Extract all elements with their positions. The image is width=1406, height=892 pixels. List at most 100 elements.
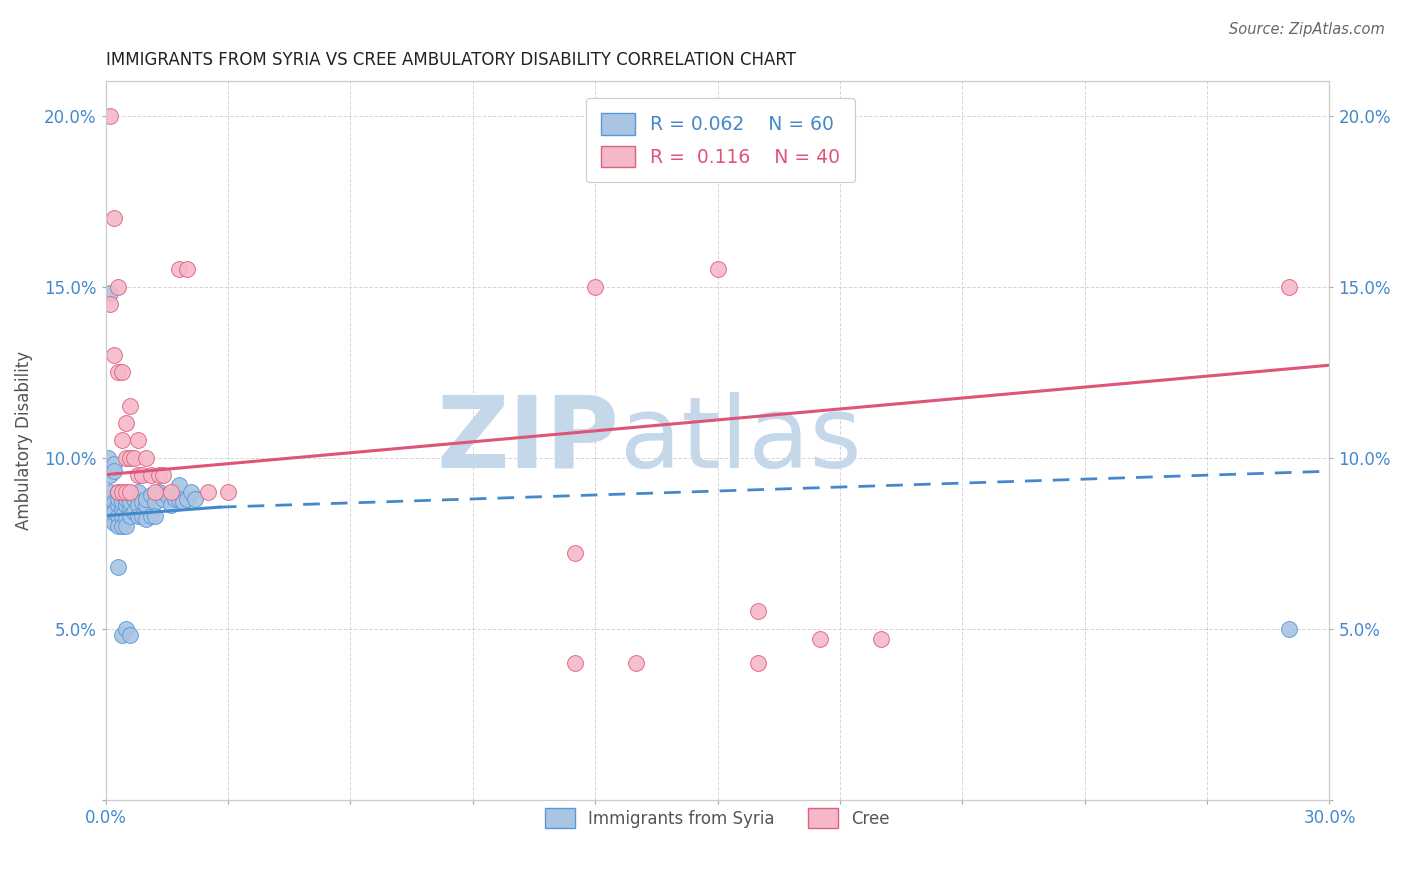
- Point: [139, 488, 162, 502]
- Point: [564, 546, 586, 560]
- Point: [122, 491, 145, 506]
- Point: [624, 656, 647, 670]
- Point: [98, 109, 121, 123]
- Point: [152, 467, 174, 482]
- Point: [111, 501, 134, 516]
- Point: [107, 365, 129, 379]
- Point: [184, 491, 207, 506]
- Point: [97, 450, 120, 465]
- Point: [103, 501, 125, 516]
- Point: [180, 484, 202, 499]
- Point: [127, 508, 149, 523]
- Point: [107, 484, 129, 499]
- Point: [131, 508, 153, 523]
- Point: [115, 622, 138, 636]
- Point: [115, 499, 138, 513]
- Point: [127, 434, 149, 448]
- Point: [163, 491, 186, 506]
- Point: [148, 484, 170, 499]
- Point: [115, 512, 138, 526]
- Point: [143, 495, 166, 509]
- Text: ZIP: ZIP: [437, 392, 620, 489]
- Legend: Immigrants from Syria, Cree: Immigrants from Syria, Cree: [538, 802, 897, 834]
- Text: Source: ZipAtlas.com: Source: ZipAtlas.com: [1229, 22, 1385, 37]
- Point: [160, 499, 183, 513]
- Point: [98, 491, 121, 506]
- Point: [115, 484, 138, 499]
- Point: [143, 508, 166, 523]
- Point: [197, 484, 219, 499]
- Point: [747, 604, 769, 618]
- Point: [167, 478, 190, 492]
- Point: [107, 499, 129, 513]
- Point: [152, 491, 174, 506]
- Point: [747, 656, 769, 670]
- Point: [107, 484, 129, 499]
- Point: [111, 628, 134, 642]
- Y-axis label: Ambulatory Disability: Ambulatory Disability: [15, 351, 32, 530]
- Point: [111, 365, 134, 379]
- Point: [120, 501, 142, 516]
- Point: [122, 450, 145, 465]
- Text: atlas: atlas: [620, 392, 862, 489]
- Point: [120, 399, 142, 413]
- Point: [107, 491, 129, 506]
- Point: [167, 262, 190, 277]
- Point: [120, 628, 142, 642]
- Point: [135, 450, 157, 465]
- Point: [127, 484, 149, 499]
- Point: [135, 512, 157, 526]
- Point: [98, 484, 121, 499]
- Point: [127, 499, 149, 513]
- Point: [107, 519, 129, 533]
- Point: [176, 491, 198, 506]
- Point: [111, 519, 134, 533]
- Point: [808, 632, 831, 646]
- Point: [98, 467, 121, 482]
- Point: [107, 560, 129, 574]
- Point: [111, 508, 134, 523]
- Point: [148, 467, 170, 482]
- Point: [139, 467, 162, 482]
- Point: [98, 296, 121, 310]
- Point: [127, 467, 149, 482]
- Point: [135, 491, 157, 506]
- Point: [172, 495, 194, 509]
- Point: [103, 516, 125, 530]
- Point: [1278, 279, 1301, 293]
- Point: [120, 484, 142, 499]
- Point: [111, 434, 134, 448]
- Point: [111, 495, 134, 509]
- Point: [143, 484, 166, 499]
- Point: [98, 286, 121, 301]
- Point: [120, 508, 142, 523]
- Point: [98, 512, 121, 526]
- Point: [115, 491, 138, 506]
- Point: [103, 458, 125, 472]
- Point: [103, 505, 125, 519]
- Point: [115, 450, 138, 465]
- Point: [120, 495, 142, 509]
- Point: [217, 484, 239, 499]
- Point: [156, 488, 179, 502]
- Point: [107, 279, 129, 293]
- Point: [135, 499, 157, 513]
- Point: [131, 495, 153, 509]
- Point: [869, 632, 891, 646]
- Point: [120, 450, 142, 465]
- Point: [160, 484, 183, 499]
- Point: [583, 279, 606, 293]
- Point: [115, 417, 138, 431]
- Point: [107, 508, 129, 523]
- Point: [98, 499, 121, 513]
- Point: [103, 211, 125, 226]
- Point: [706, 262, 728, 277]
- Point: [139, 508, 162, 523]
- Text: IMMIGRANTS FROM SYRIA VS CREE AMBULATORY DISABILITY CORRELATION CHART: IMMIGRANTS FROM SYRIA VS CREE AMBULATORY…: [105, 51, 796, 69]
- Point: [103, 348, 125, 362]
- Point: [97, 508, 120, 523]
- Point: [176, 262, 198, 277]
- Point: [131, 467, 153, 482]
- Point: [103, 464, 125, 478]
- Point: [167, 491, 190, 506]
